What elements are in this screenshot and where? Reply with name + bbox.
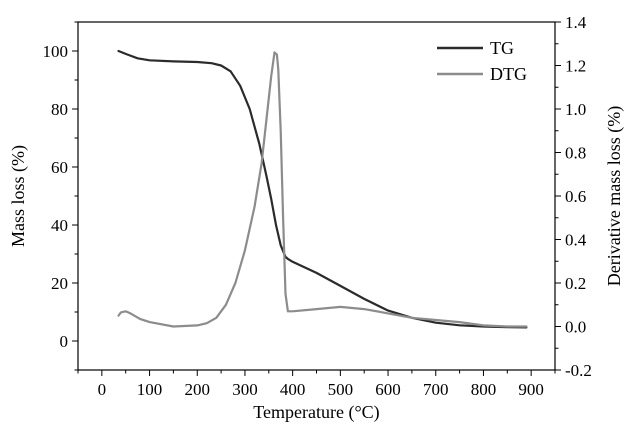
plot-marks — [117, 49, 528, 329]
y-axis-title: Mass loss (%) — [8, 145, 29, 247]
x-tick-label: 800 — [471, 380, 497, 399]
y2-tick-label: 0.4 — [565, 231, 587, 250]
axes: 0 100 200 300 400 500 600 700 800 900 0 20 40 60 80 100… — [43, 13, 592, 399]
y2-axis-title: Derivative mass loss (%) — [604, 106, 625, 286]
x-tick-label: 500 — [328, 380, 354, 399]
y2-tick-label: 0.6 — [565, 187, 586, 206]
x-tick-label: 400 — [280, 380, 306, 399]
legend-label-dtg: DTG — [490, 64, 527, 84]
y2-tick-label: 1.0 — [565, 100, 586, 119]
x-tick-label: 200 — [185, 380, 211, 399]
x-tick-label: 300 — [232, 380, 258, 399]
y-tick-label: 80 — [51, 100, 68, 119]
x-axis-title: Temperature (°C) — [253, 402, 379, 423]
series-line-dtg — [117, 51, 528, 328]
x-tick-label: 600 — [375, 380, 401, 399]
y-tick-label: 100 — [43, 42, 69, 61]
y-tick-label: 20 — [51, 274, 68, 293]
legend: TG DTG — [437, 38, 527, 84]
x-tick-label: 100 — [137, 380, 163, 399]
y-tick-label: 0 — [60, 332, 69, 351]
y2-tick-label: 1.4 — [565, 13, 587, 32]
series-line-tg — [117, 49, 528, 329]
y-tick-label: 40 — [51, 216, 68, 235]
y2-tick-label: -0.2 — [565, 361, 592, 380]
y2-tick-label: 0.2 — [565, 274, 586, 293]
plot-frame — [77, 21, 556, 371]
y2-tick-label: 0.0 — [565, 318, 586, 337]
x-tick-label: 0 — [98, 380, 107, 399]
y2-tick-label: 1.2 — [565, 57, 586, 76]
y2-tick-label: 0.8 — [565, 144, 586, 163]
legend-label-tg: TG — [490, 38, 514, 58]
x-tick-label: 700 — [423, 380, 449, 399]
x-tick-label: 900 — [518, 380, 544, 399]
y-tick-label: 60 — [51, 158, 68, 177]
